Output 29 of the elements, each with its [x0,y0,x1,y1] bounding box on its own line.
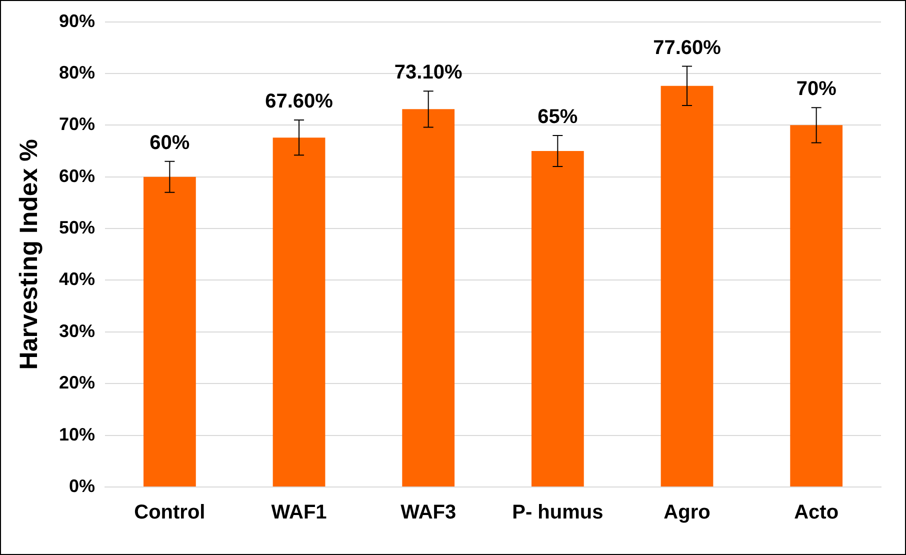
x-tick-label: P- humus [512,502,604,524]
data-label: 70% [796,78,837,100]
y-tick-label: 0% [69,476,96,496]
y-tick-label: 90% [58,10,96,31]
y-tick-label: 60% [58,166,96,186]
y-tick-label: 30% [58,320,96,341]
bar [531,151,584,486]
x-tick-label: Control [134,502,206,524]
y-tick-label: 40% [58,269,96,290]
x-tick-label: WAF3 [400,502,456,524]
bar [790,125,843,486]
x-tick-label: Agro [664,502,710,524]
y-tick-label: 70% [58,114,96,134]
bar [660,86,714,486]
y-tick-label: 50% [58,218,96,238]
data-label: 60% [150,132,190,154]
x-tick-label: WAF1 [271,502,327,524]
bar [144,176,196,486]
x-tick-label: Acto [794,502,839,524]
y-axis-title: Harvesting Index % [14,139,43,370]
bar [402,109,455,486]
data-label: 67.60% [265,90,334,113]
y-tick-label: 80% [58,62,96,82]
data-label: 77.60% [653,36,722,59]
y-tick-label: 10% [58,424,96,444]
y-tick-label: 20% [58,372,96,393]
data-label: 73.10% [394,62,462,84]
bar [272,138,326,486]
data-label: 65% [538,106,578,128]
